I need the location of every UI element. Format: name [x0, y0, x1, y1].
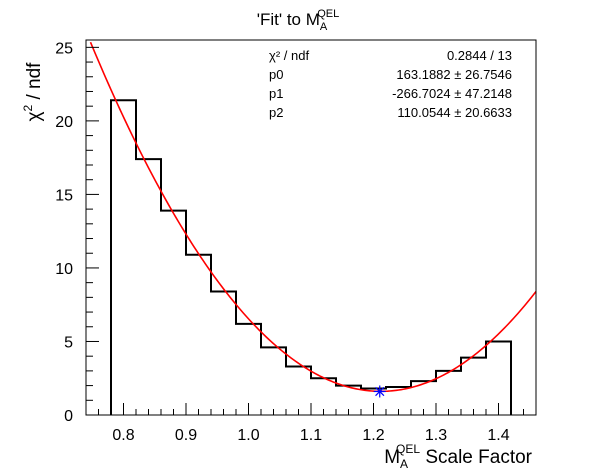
y-tick-label: 20	[55, 114, 73, 131]
stats-name-p1: p1	[269, 86, 283, 101]
histogram-outline	[110, 99, 512, 415]
stats-value-p0: 163.1882 ± 26.7546	[396, 67, 512, 82]
fit-curve-group	[89, 41, 537, 393]
stats-name-p2: p2	[269, 105, 283, 120]
stats-value-chi2: 0.2844 / 13	[447, 48, 512, 63]
histogram	[110, 99, 512, 415]
minimum-marker-group	[373, 385, 386, 398]
x-tick-label: 1.4	[487, 427, 509, 444]
x-tick-label: 1.3	[425, 427, 447, 444]
y-tick-label: 10	[55, 261, 73, 278]
y-axis-label: χ2 / ndf	[21, 62, 45, 122]
y-tick-label: 25	[55, 40, 73, 57]
stats-value-p2: 110.0544 ± 20.6633	[397, 105, 512, 120]
x-axis: 0.8 0.9 1.0 1.1 1.2 1.3 1.4	[85, 403, 537, 444]
y-tick-label: 15	[55, 187, 73, 204]
stats-name-chi2: χ² / ndf	[269, 48, 309, 63]
stats-value-p1: -266.7024 ± 47.2148	[392, 86, 512, 101]
stats-box: χ² / ndf 0.2844 / 13 p0 163.1882 ± 26.75…	[269, 48, 512, 120]
x-axis-label: MAQEL Scale Factor	[384, 442, 532, 471]
x-tick-label: 1.0	[237, 427, 259, 444]
x-tick-label: 0.8	[112, 427, 134, 444]
x-tick-label: 0.9	[175, 427, 197, 444]
fit-curve	[89, 41, 537, 393]
stats-name-p0: p0	[269, 67, 283, 82]
y-axis: 0 5 10 15 20 25	[55, 40, 99, 425]
y-tick-label: 0	[64, 408, 73, 425]
x-tick-label: 1.2	[362, 427, 384, 444]
y-tick-label: 5	[64, 334, 73, 351]
minimum-marker	[373, 385, 386, 398]
chart-title: 'Fit' to MAQEL	[257, 8, 340, 33]
x-tick-label: 1.1	[300, 427, 322, 444]
